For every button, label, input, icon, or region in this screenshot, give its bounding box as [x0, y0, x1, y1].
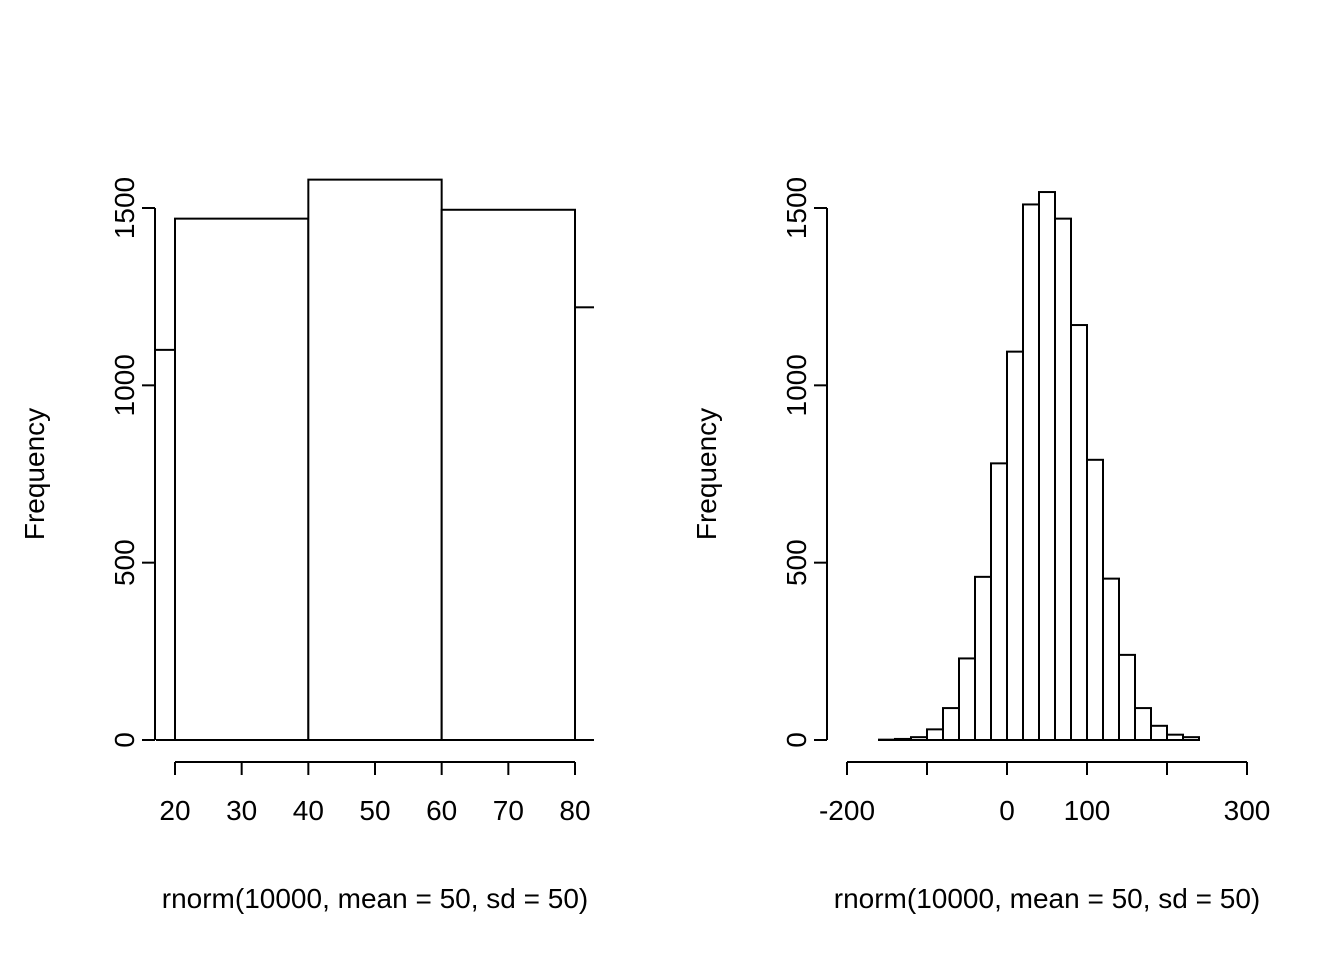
histogram-bar: [974, 575, 992, 741]
x-tick-label: 40: [293, 795, 324, 826]
bars-group: [878, 191, 1200, 742]
x-axis-title: rnorm(10000, mean = 50, sd = 50): [834, 883, 1260, 914]
histogram-bar: [174, 217, 310, 741]
y-axis-title: Frequency: [19, 408, 50, 540]
x-tick-label: 60: [426, 795, 457, 826]
histogram-bar: [574, 306, 594, 741]
x-tick-label: 30: [226, 795, 257, 826]
histogram-bar: [894, 737, 912, 742]
histogram-bar: [942, 707, 960, 742]
y-axis-title: Frequency: [691, 408, 722, 540]
y-tick-label: 500: [109, 539, 140, 586]
bars-group: [156, 178, 594, 741]
histogram-bar: [440, 208, 577, 741]
histogram-bar: [1150, 724, 1168, 741]
y-tick-label: 0: [109, 732, 140, 748]
x-tick-label: 80: [559, 795, 590, 826]
histogram-bar: [1070, 324, 1088, 741]
x-tick-label: 0: [999, 795, 1015, 826]
x-tick-label: 300: [1224, 795, 1271, 826]
x-tick-label: -200: [819, 795, 875, 826]
histogram-panel-right: 0 500 1000 1500 -200 0 100 300 rnorm(10000, mean…: [691, 177, 1271, 914]
histogram-bar: [926, 728, 944, 741]
histogram-bar: [1006, 350, 1024, 741]
y-tick-label: 1000: [781, 354, 812, 416]
histogram-bar: [1038, 191, 1056, 742]
x-tick-label: 50: [359, 795, 390, 826]
y-tick-label: 0: [781, 732, 812, 748]
histogram-bar: [1182, 736, 1200, 741]
y-tick-label: 1000: [109, 354, 140, 416]
histogram-panel-left: 0 500 1000 1500 20 30 40 50 60 70 80 rnorm(10000, m…: [19, 177, 594, 914]
y-tick-label: 1500: [781, 177, 812, 239]
x-tick-label: 20: [159, 795, 190, 826]
histogram-bar: [1022, 203, 1040, 741]
histogram-bar: [1166, 733, 1184, 741]
histogram-bar: [1134, 707, 1152, 742]
histogram-bar: [1118, 653, 1136, 742]
y-tick-label: 1500: [109, 177, 140, 239]
histogram-bar: [1102, 577, 1120, 741]
histogram-bar: [958, 657, 976, 741]
histogram-bar: [910, 736, 928, 741]
histogram-bar: [1086, 458, 1104, 741]
histogram-bar: [307, 178, 443, 741]
histogram-bar: [990, 462, 1008, 741]
y-tick-label: 500: [781, 539, 812, 586]
x-tick-label: 70: [493, 795, 524, 826]
x-axis-title: rnorm(10000, mean = 50, sd = 50): [162, 883, 588, 914]
x-tick-label: 100: [1064, 795, 1111, 826]
histogram-bar: [1054, 217, 1072, 741]
